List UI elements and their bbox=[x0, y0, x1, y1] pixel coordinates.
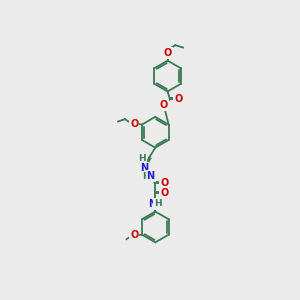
Text: N: N bbox=[147, 171, 155, 181]
Text: N: N bbox=[148, 199, 156, 209]
Text: O: O bbox=[164, 48, 172, 58]
Text: O: O bbox=[130, 119, 138, 129]
Text: H: H bbox=[154, 200, 161, 208]
Text: H: H bbox=[138, 154, 146, 163]
Text: O: O bbox=[130, 230, 138, 240]
Text: O: O bbox=[160, 188, 169, 198]
Text: O: O bbox=[174, 94, 182, 104]
Text: O: O bbox=[160, 100, 168, 110]
Text: H: H bbox=[142, 172, 150, 181]
Text: N: N bbox=[140, 163, 148, 173]
Text: O: O bbox=[160, 178, 169, 188]
